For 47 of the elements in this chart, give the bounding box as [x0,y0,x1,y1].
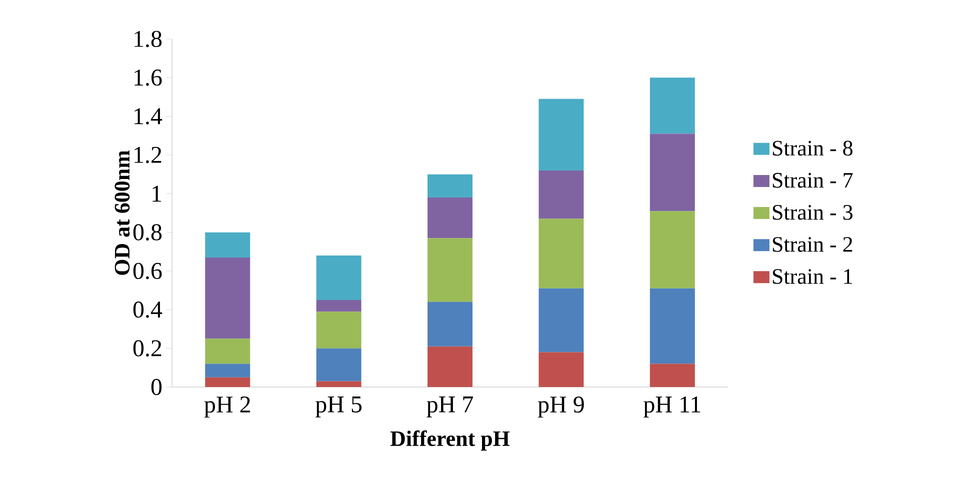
legend-label: Strain - 8 [772,140,852,156]
bar [205,338,250,364]
y-tick-label: 0.2 [133,340,162,356]
bar [538,98,584,170]
legend-label: Strain - 7 [772,172,853,188]
y-tick-label: 0.6 [133,262,162,280]
bar [650,364,695,387]
bar [650,288,695,364]
bar [316,256,362,300]
x-axis-title: Different pH [390,430,510,451]
x-tick-label: pH 5 [316,396,362,418]
y-tick-label: 0.8 [133,224,162,240]
legend-label: Strain - 2 [772,237,852,252]
y-tick-label: 1 [152,186,162,202]
bar [205,232,250,258]
bar [316,381,362,387]
bar [428,302,473,346]
legend-label: Strain - 1 [772,269,852,284]
bar [538,288,584,352]
bar [538,218,584,288]
bar [428,238,473,302]
bar [650,134,695,212]
bar [205,364,250,378]
y-tick-label: 0.4 [133,302,162,318]
bar [316,312,362,348]
bar [205,257,250,339]
bar [428,198,473,238]
x-tick-label: pH 7 [426,396,473,418]
y-tick-label: 1.4 [134,108,162,124]
bar [428,174,473,198]
bar [650,211,695,288]
y-tick-label: 1.2 [134,146,162,164]
y-tick-label: 0 [151,378,162,396]
bar [428,346,473,387]
y-axis-title: OD at 600nm [114,150,130,275]
bar [538,352,584,387]
bar [316,300,362,312]
x-tick-label: pH 11 [644,396,700,418]
y-tick-label: 1.6 [134,70,162,86]
x-tick-label: pH 2 [204,396,250,418]
y-tick-label: 1.8 [134,30,162,48]
bar [205,377,250,387]
bar [316,348,362,382]
bar [650,78,695,134]
legend-label: Strain - 3 [772,204,852,220]
bar [538,170,584,219]
x-tick-label: pH 9 [538,396,584,418]
